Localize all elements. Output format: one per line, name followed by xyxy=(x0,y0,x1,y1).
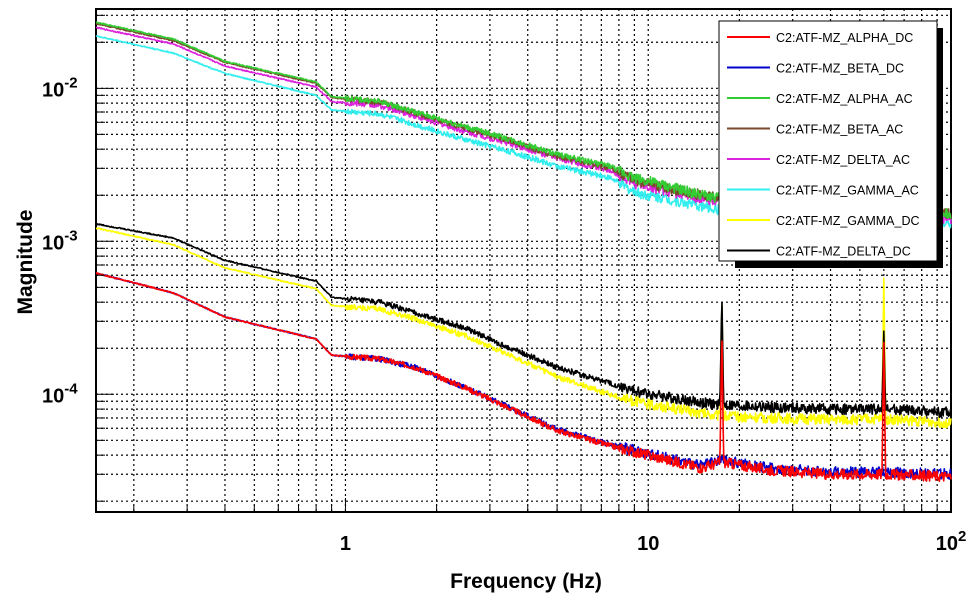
legend-entry-label: C2:ATF-MZ_ALPHA_DC xyxy=(776,31,913,45)
series-line-c2-atf-mz-gamma-dc xyxy=(95,227,952,429)
legend-entry-label: C2:ATF-MZ_BETA_AC xyxy=(776,123,903,137)
legend-entry-label: C2:ATF-MZ_ALPHA_AC xyxy=(776,92,913,106)
series-line-c2-atf-mz-delta-dc xyxy=(95,223,952,419)
x-tick-label: 102 xyxy=(936,528,966,555)
y-tick-labels: 10-4 10-3 10-2 xyxy=(42,74,78,407)
y-axis-label: Magnitude xyxy=(14,210,37,315)
legend: C2:ATF-MZ_ALPHA_DC C2:ATF-MZ_BETA_DC C2:AT… xyxy=(718,20,943,268)
legend-entry-label: C2:ATF-MZ_DELTA_AC xyxy=(776,153,910,167)
legend-entry-label: C2:ATF-MZ_BETA_DC xyxy=(776,62,904,76)
legend-entry-label: C2:ATF-MZ_DELTA_DC xyxy=(776,245,911,259)
axis-ticks xyxy=(96,14,952,512)
legend-entries: C2:ATF-MZ_ALPHA_DC C2:ATF-MZ_BETA_DC C2:AT… xyxy=(727,31,920,259)
legend-entry-label: C2:ATF-MZ_GAMMA_AC xyxy=(776,184,919,198)
y-tick-label: 10-2 xyxy=(42,74,78,101)
y-tick-label: 10-3 xyxy=(42,227,78,254)
x-tick-label: 10 xyxy=(637,533,659,555)
legend-entry-label: C2:ATF-MZ_GAMMA_DC xyxy=(776,214,920,228)
x-tick-labels: 1 10 102 xyxy=(340,528,966,555)
y-tick-label: 10-4 xyxy=(42,380,78,407)
x-axis-label: Frequency (Hz) xyxy=(450,570,602,593)
x-tick-label: 1 xyxy=(340,533,351,555)
series-line-c2-atf-mz-alpha-dc xyxy=(95,271,952,483)
